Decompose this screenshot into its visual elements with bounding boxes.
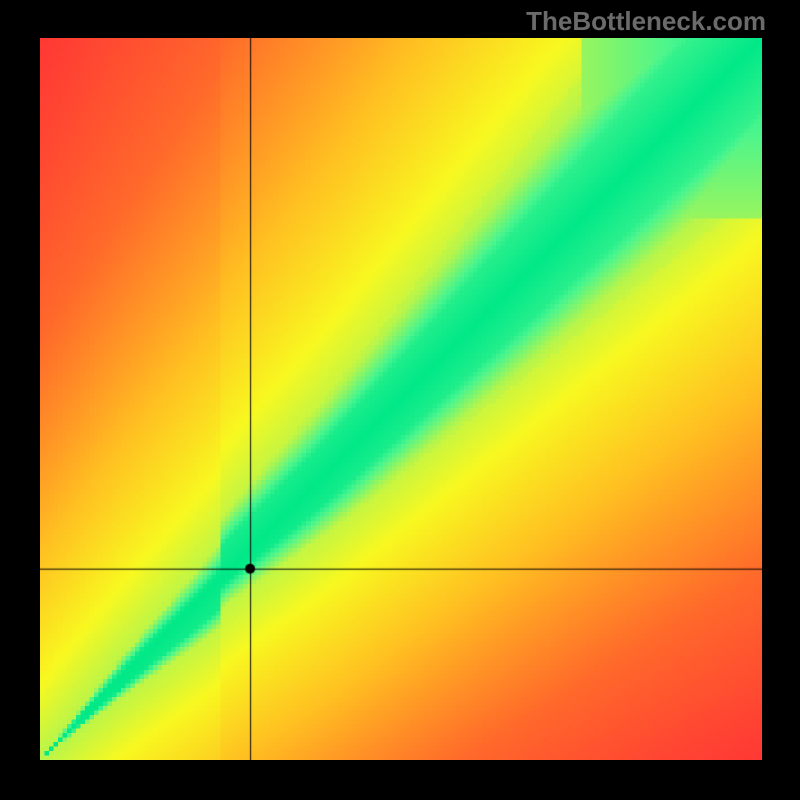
watermark-text: TheBottleneck.com (526, 6, 766, 37)
crosshair-overlay (40, 38, 762, 760)
chart-container: TheBottleneck.com (0, 0, 800, 800)
